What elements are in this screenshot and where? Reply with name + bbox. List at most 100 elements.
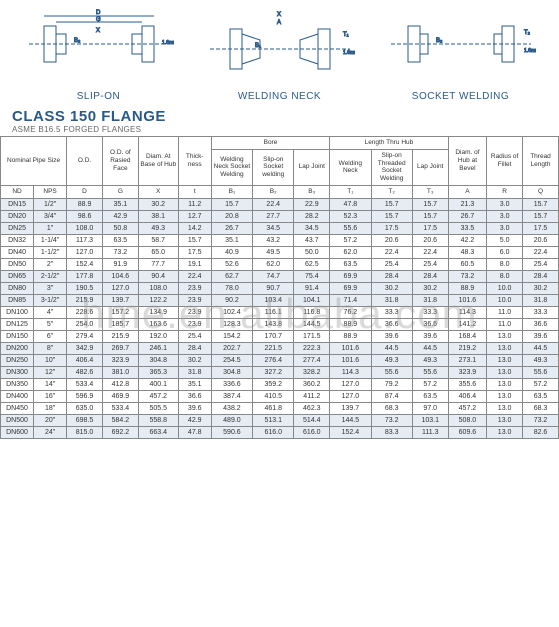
cell-T2: 73.2 bbox=[371, 414, 412, 426]
cell-nps: 4" bbox=[34, 306, 67, 318]
cell-B3: 91.4 bbox=[294, 282, 330, 294]
cell-D: 596.9 bbox=[67, 390, 103, 402]
hdr-diambase: Diam. At Base of Hub bbox=[138, 137, 178, 186]
cell-nd: DN150 bbox=[1, 330, 34, 342]
svg-text:A: A bbox=[277, 20, 281, 26]
cell-A: 33.5 bbox=[448, 222, 487, 234]
cell-B3: 22.9 bbox=[294, 198, 330, 210]
cell-nps: 2" bbox=[34, 258, 67, 270]
cell-X: 192.0 bbox=[138, 330, 178, 342]
cell-D: 88.9 bbox=[67, 198, 103, 210]
cell-T2: 49.3 bbox=[371, 354, 412, 366]
cell-nps: 6" bbox=[34, 330, 67, 342]
cell-t: 30.2 bbox=[178, 354, 211, 366]
cell-B1: 254.5 bbox=[211, 354, 252, 366]
cell-T1: 88.9 bbox=[330, 330, 371, 342]
cell-B1: 26.7 bbox=[211, 222, 252, 234]
cell-T3: 55.6 bbox=[412, 366, 448, 378]
svg-text:1.6mm: 1.6mm bbox=[162, 40, 174, 46]
cell-B1: 102.4 bbox=[211, 306, 252, 318]
cell-B2: 276.4 bbox=[253, 354, 294, 366]
cell-G: 692.2 bbox=[102, 426, 138, 438]
cell-nps: 1" bbox=[34, 222, 67, 234]
cell-nd: DN20 bbox=[1, 210, 34, 222]
cell-R: 13.0 bbox=[487, 378, 523, 390]
cell-t: 39.6 bbox=[178, 402, 211, 414]
hdr-nd: ND bbox=[1, 185, 34, 198]
cell-D: 698.5 bbox=[67, 414, 103, 426]
cell-Q: 31.8 bbox=[523, 294, 559, 306]
cell-X: 400.1 bbox=[138, 378, 178, 390]
hdr-T2: T₂ bbox=[371, 185, 412, 198]
cell-nps: 3-1/2" bbox=[34, 294, 67, 306]
table-row: DN203/4"98.642.938.112.720.827.728.252.3… bbox=[1, 210, 559, 222]
hdr-Q: Q bbox=[523, 185, 559, 198]
cell-B3: 328.2 bbox=[294, 366, 330, 378]
cell-G: 215.9 bbox=[102, 330, 138, 342]
cell-T2: 44.5 bbox=[371, 342, 412, 354]
cell-T3: 103.1 bbox=[412, 414, 448, 426]
cell-D: 108.0 bbox=[67, 222, 103, 234]
table-row: DN151/2"88.935.130.211.215.722.422.947.8… bbox=[1, 198, 559, 210]
cell-G: 323.9 bbox=[102, 354, 138, 366]
cell-R: 3.0 bbox=[487, 222, 523, 234]
hdr-diambevel: Diam. of Hub at Bevel bbox=[448, 137, 487, 186]
page-title: CLASS 150 FLANGE bbox=[12, 108, 547, 125]
hdr-radius: Radius of Fillet bbox=[487, 137, 523, 186]
cell-T2: 33.3 bbox=[371, 306, 412, 318]
cell-t: 17.5 bbox=[178, 246, 211, 258]
hdr-A: A bbox=[448, 185, 487, 198]
cell-R: 6.0 bbox=[487, 246, 523, 258]
cell-T2: 25.4 bbox=[371, 258, 412, 270]
hdr-thread: Thread Length bbox=[523, 137, 559, 186]
cell-R: 13.0 bbox=[487, 402, 523, 414]
cell-B3: 62.5 bbox=[294, 258, 330, 270]
cell-T1: 101.6 bbox=[330, 354, 371, 366]
cell-Q: 20.6 bbox=[523, 234, 559, 246]
diagram-label-3: SOCKET WELDING bbox=[370, 91, 551, 102]
cell-nd: DN400 bbox=[1, 390, 34, 402]
cell-A: 48.3 bbox=[448, 246, 487, 258]
cell-X: 49.3 bbox=[138, 222, 178, 234]
cell-T3: 25.4 bbox=[412, 258, 448, 270]
cell-nd: DN40 bbox=[1, 246, 34, 258]
cell-T1: 127.0 bbox=[330, 378, 371, 390]
cell-T3: 57.2 bbox=[412, 378, 448, 390]
cell-D: 406.4 bbox=[67, 354, 103, 366]
cell-B1: 90.2 bbox=[211, 294, 252, 306]
svg-text:T₂: T₂ bbox=[524, 30, 531, 36]
cell-Q: 28.4 bbox=[523, 270, 559, 282]
svg-text:X: X bbox=[277, 12, 281, 18]
cell-nps: 1/2" bbox=[34, 198, 67, 210]
cell-B1: 35.1 bbox=[211, 234, 252, 246]
cell-R: 5.0 bbox=[487, 234, 523, 246]
svg-text:1.6mm: 1.6mm bbox=[524, 48, 536, 54]
cell-B1: 15.7 bbox=[211, 198, 252, 210]
cell-B2: 221.5 bbox=[253, 342, 294, 354]
table-row: DN401-1/2"127.073.265.017.540.949.550.06… bbox=[1, 246, 559, 258]
table-row: DN25010"406.4323.9304.830.2254.5276.4277… bbox=[1, 354, 559, 366]
cell-B1: 20.8 bbox=[211, 210, 252, 222]
cell-R: 13.0 bbox=[487, 330, 523, 342]
cell-T3: 39.6 bbox=[412, 330, 448, 342]
table-row: DN30012"482.6381.0365.331.8304.8327.2328… bbox=[1, 366, 559, 378]
cell-T2: 79.2 bbox=[371, 378, 412, 390]
svg-text:D: D bbox=[96, 10, 101, 16]
cell-R: 13.0 bbox=[487, 366, 523, 378]
cell-nps: 18" bbox=[34, 402, 67, 414]
cell-D: 482.6 bbox=[67, 366, 103, 378]
cell-nd: DN85 bbox=[1, 294, 34, 306]
cell-T1: 57.2 bbox=[330, 234, 371, 246]
cell-R: 13.0 bbox=[487, 354, 523, 366]
svg-text:X: X bbox=[96, 28, 100, 34]
cell-A: 60.5 bbox=[448, 258, 487, 270]
table-row: DN652-1/2"177.8104.690.422.462.774.775.4… bbox=[1, 270, 559, 282]
hdr-lth1: Welding Neck bbox=[330, 149, 371, 185]
cell-X: 90.4 bbox=[138, 270, 178, 282]
cell-t: 23.9 bbox=[178, 306, 211, 318]
diagram-socket: T₂ 1.6mm B₂ SOCKET WELDING bbox=[370, 4, 551, 102]
table-row: DN50020"698.5584.2558.842.9489.0513.1514… bbox=[1, 414, 559, 426]
cell-nps: 24" bbox=[34, 426, 67, 438]
cell-B2: 410.5 bbox=[253, 390, 294, 402]
cell-B1: 40.9 bbox=[211, 246, 252, 258]
